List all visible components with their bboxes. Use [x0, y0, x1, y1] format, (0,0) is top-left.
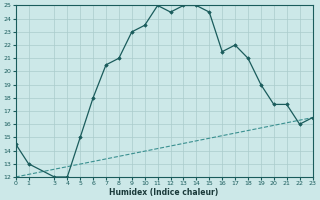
X-axis label: Humidex (Indice chaleur): Humidex (Indice chaleur) — [109, 188, 219, 197]
